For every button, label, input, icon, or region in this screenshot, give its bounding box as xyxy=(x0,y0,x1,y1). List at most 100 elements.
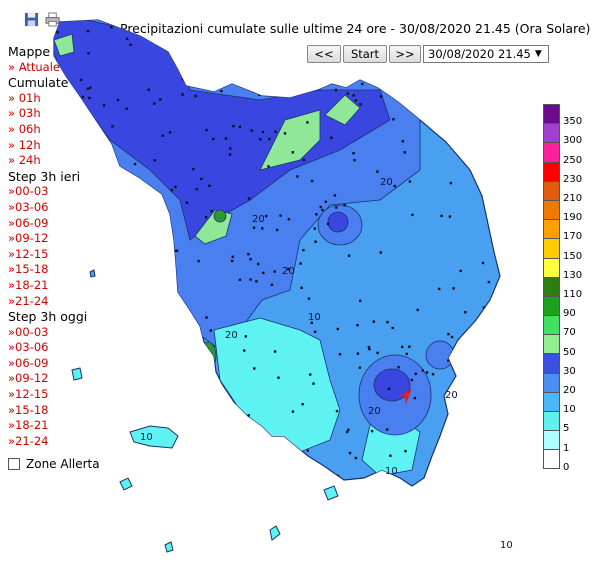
contour-label: 10 xyxy=(308,312,321,323)
station-point xyxy=(273,270,276,273)
legend-swatch xyxy=(543,199,560,220)
legend-swatch xyxy=(543,123,560,143)
legend-swatch xyxy=(543,142,560,162)
previous-button[interactable]: << xyxy=(307,45,341,63)
station-point xyxy=(224,137,228,140)
cumulative-link[interactable]: » 24h xyxy=(8,153,41,168)
station-point xyxy=(410,378,414,382)
yesterday-link[interactable]: »06-09 xyxy=(8,215,49,230)
yesterday-link[interactable]: »00-03 xyxy=(8,184,49,199)
station-point xyxy=(106,392,109,396)
station-point xyxy=(404,449,407,453)
zone-allerta-toggle[interactable]: Zone Allerta xyxy=(8,457,100,471)
station-point xyxy=(228,431,231,434)
island-capraia xyxy=(71,367,83,381)
station-point xyxy=(129,43,132,46)
station-point xyxy=(116,98,120,102)
station-point xyxy=(110,360,113,363)
station-point xyxy=(133,374,136,377)
station-point xyxy=(300,286,303,289)
cumulative-link[interactable]: » 03h xyxy=(8,106,41,121)
floppy-disk-icon[interactable] xyxy=(24,12,39,27)
station-point xyxy=(464,311,467,314)
station-point xyxy=(204,216,208,219)
station-point xyxy=(310,321,313,324)
cumulative-link[interactable]: » 12h xyxy=(8,137,41,152)
station-point xyxy=(468,127,472,130)
station-point xyxy=(392,118,395,121)
today-link[interactable]: »18-21 xyxy=(8,418,49,433)
station-point xyxy=(485,439,489,443)
station-point xyxy=(220,89,223,93)
station-point xyxy=(291,410,295,413)
today-link[interactable]: »21-24 xyxy=(8,433,49,448)
yesterday-link[interactable]: »12-15 xyxy=(8,246,49,261)
station-point xyxy=(401,140,404,143)
station-point xyxy=(110,403,113,407)
station-point xyxy=(88,96,91,100)
station-point xyxy=(98,253,101,256)
station-point xyxy=(158,359,161,362)
station-point xyxy=(243,349,246,352)
station-point xyxy=(152,464,155,467)
station-point xyxy=(89,163,93,166)
yesterday-link[interactable]: »21-24 xyxy=(8,293,49,308)
station-point xyxy=(244,335,247,338)
today-link[interactable]: »15-18 xyxy=(8,402,49,417)
station-point xyxy=(202,457,205,460)
station-point xyxy=(353,159,356,162)
today-link[interactable]: »00-03 xyxy=(8,324,49,339)
station-point xyxy=(190,453,193,456)
station-point xyxy=(287,267,290,271)
station-point xyxy=(438,287,441,291)
station-point xyxy=(467,424,470,427)
current-link[interactable]: » Attuale xyxy=(8,59,60,74)
legend-label: 1 xyxy=(563,442,570,454)
next-button[interactable]: >> xyxy=(389,45,421,63)
station-point xyxy=(110,26,113,29)
today-link[interactable]: »09-12 xyxy=(8,371,49,386)
station-point xyxy=(140,268,143,271)
legend-swatch xyxy=(543,238,560,258)
yesterday-link[interactable]: »18-21 xyxy=(8,277,49,292)
station-point xyxy=(354,99,357,102)
station-point xyxy=(205,128,208,132)
today-link[interactable]: »03-06 xyxy=(8,340,49,355)
station-point xyxy=(252,226,256,229)
legend-label: 210 xyxy=(563,193,583,204)
cumulative-link[interactable]: » 01h xyxy=(8,90,41,105)
time-select[interactable]: 30/08/2020 21.45 ▼ xyxy=(423,45,549,63)
station-point xyxy=(192,167,195,171)
yesterday-link[interactable]: »03-06 xyxy=(8,199,49,214)
station-point xyxy=(256,474,259,477)
station-point xyxy=(147,88,150,91)
yesterday-link[interactable]: »09-12 xyxy=(8,231,49,246)
contour-label: 20 xyxy=(380,177,393,188)
station-point xyxy=(376,351,379,355)
station-point xyxy=(387,387,391,391)
station-point xyxy=(104,173,108,176)
location-arrow-icon[interactable] xyxy=(398,388,412,404)
station-point xyxy=(314,240,317,243)
start-button[interactable]: Start xyxy=(343,45,387,63)
today-link[interactable]: »06-09 xyxy=(8,355,49,370)
contour-label: 20 xyxy=(445,390,458,401)
station-point xyxy=(195,188,198,191)
station-point xyxy=(472,475,475,479)
station-point xyxy=(153,102,156,105)
cumulative-link[interactable]: » 06h xyxy=(8,121,41,136)
station-point xyxy=(313,227,316,230)
station-point xyxy=(490,22,493,25)
station-point xyxy=(356,352,360,355)
station-point xyxy=(132,329,136,332)
station-point xyxy=(348,451,352,455)
time-navigation: << Start >> 30/08/2020 21.45 ▼ xyxy=(307,45,549,63)
island-montecristo xyxy=(164,541,174,553)
zone-allerta-checkbox[interactable] xyxy=(8,458,20,470)
printer-icon[interactable] xyxy=(45,12,60,27)
legend-label: 230 xyxy=(563,173,583,185)
today-link[interactable]: »12-15 xyxy=(8,387,49,402)
yesterday-link[interactable]: »15-18 xyxy=(8,262,49,277)
station-point xyxy=(368,347,371,351)
